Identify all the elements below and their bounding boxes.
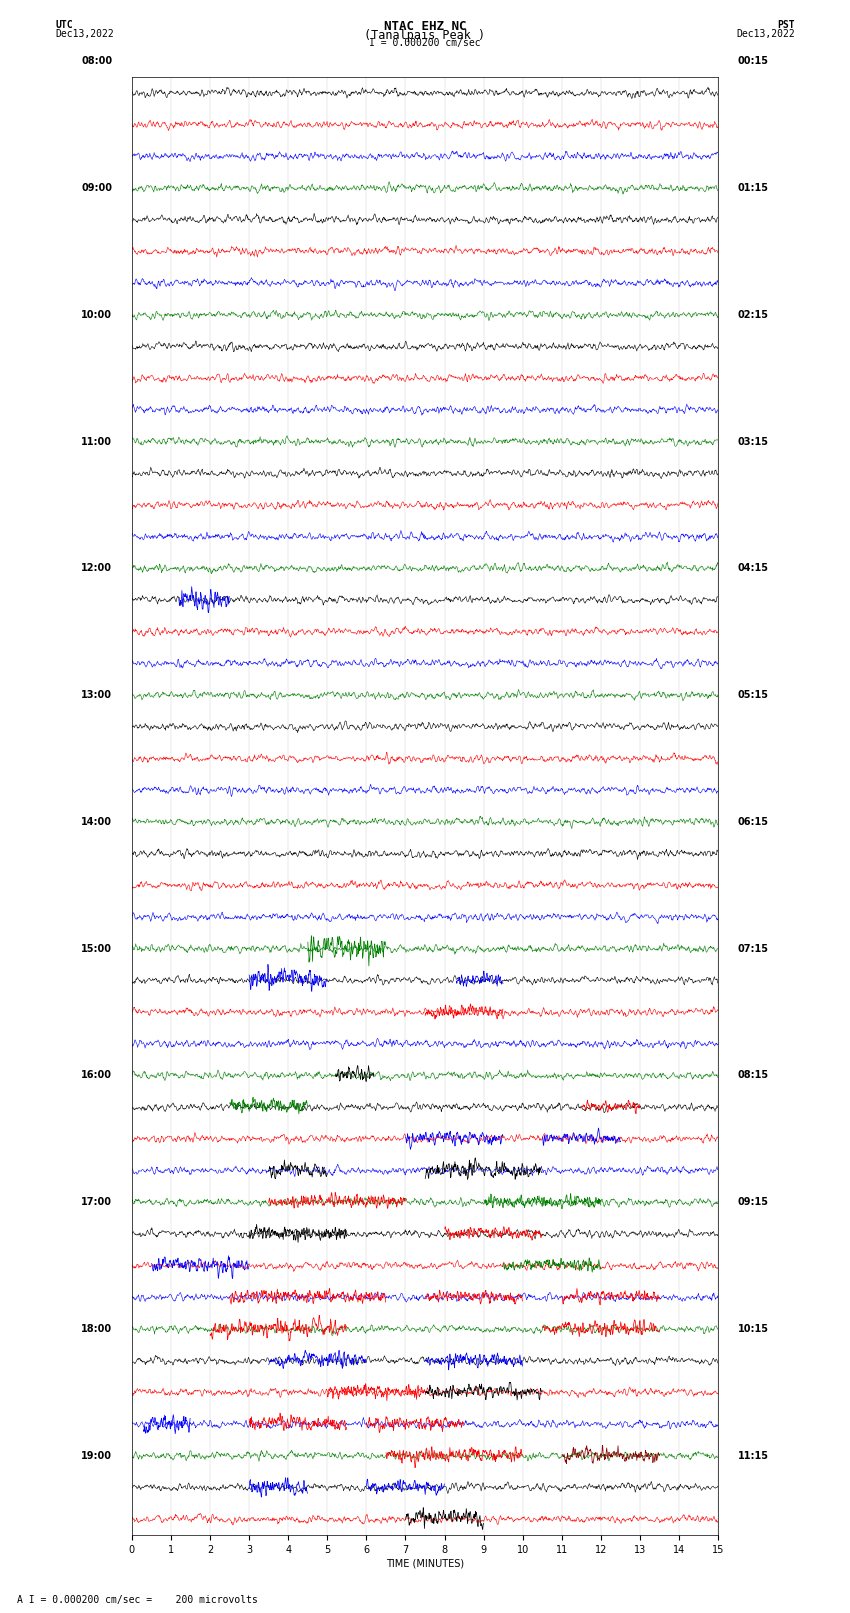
Text: 12:00: 12:00 [82, 563, 112, 573]
Text: I = 0.000200 cm/sec: I = 0.000200 cm/sec [369, 37, 481, 48]
Text: 10:00: 10:00 [82, 310, 112, 319]
Text: 06:15: 06:15 [738, 816, 768, 827]
Text: 07:15: 07:15 [738, 944, 768, 953]
Text: UTC: UTC [55, 19, 73, 31]
Text: 11:15: 11:15 [738, 1450, 768, 1461]
Text: 04:15: 04:15 [738, 563, 768, 573]
Text: 05:15: 05:15 [738, 690, 768, 700]
Text: PST: PST [777, 19, 795, 31]
Text: 02:15: 02:15 [738, 310, 768, 319]
Text: A I = 0.000200 cm/sec =    200 microvolts: A I = 0.000200 cm/sec = 200 microvolts [17, 1595, 258, 1605]
Text: 18:00: 18:00 [81, 1324, 112, 1334]
Text: 03:15: 03:15 [738, 437, 768, 447]
Text: 09:15: 09:15 [738, 1197, 768, 1207]
Text: 08:15: 08:15 [738, 1071, 769, 1081]
Text: 19:00: 19:00 [82, 1450, 112, 1461]
Text: 09:00: 09:00 [82, 182, 112, 194]
Text: NTAC EHZ NC: NTAC EHZ NC [383, 19, 467, 34]
Text: 08:00: 08:00 [81, 56, 112, 66]
Text: 11:00: 11:00 [82, 437, 112, 447]
Text: 00:15: 00:15 [738, 56, 768, 66]
Text: 16:00: 16:00 [82, 1071, 112, 1081]
X-axis label: TIME (MINUTES): TIME (MINUTES) [386, 1560, 464, 1569]
Text: 15:00: 15:00 [82, 944, 112, 953]
Text: 13:00: 13:00 [82, 690, 112, 700]
Text: 01:15: 01:15 [738, 182, 768, 194]
Text: Dec13,2022: Dec13,2022 [55, 29, 114, 39]
Text: Dec13,2022: Dec13,2022 [736, 29, 795, 39]
Text: (Tanalpais Peak ): (Tanalpais Peak ) [365, 29, 485, 42]
Text: 17:00: 17:00 [82, 1197, 112, 1207]
Text: 14:00: 14:00 [82, 816, 112, 827]
Text: 10:15: 10:15 [738, 1324, 768, 1334]
